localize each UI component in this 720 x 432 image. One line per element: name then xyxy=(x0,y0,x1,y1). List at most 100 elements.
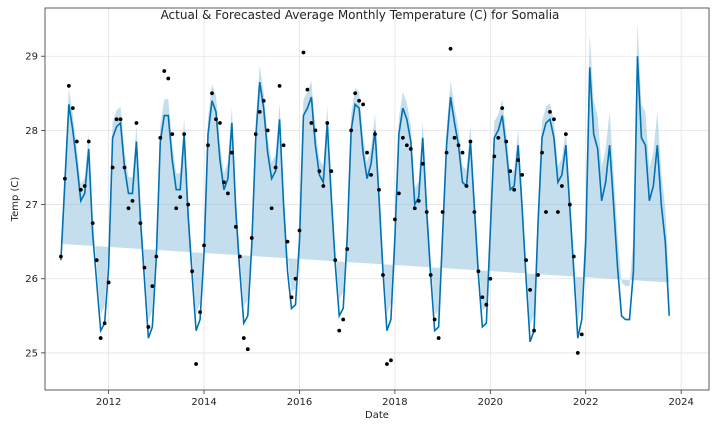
actual-point xyxy=(488,276,493,281)
actual-point xyxy=(524,258,529,263)
actual-point xyxy=(82,184,87,188)
x-tick-label: 2014 xyxy=(191,397,216,408)
actual-point xyxy=(452,135,457,140)
actual-point xyxy=(98,336,103,340)
actual-point xyxy=(361,102,365,107)
actual-point xyxy=(325,121,330,125)
actual-point xyxy=(289,295,294,300)
actual-point xyxy=(122,165,127,170)
actual-point xyxy=(333,258,338,263)
x-tick-label: 2018 xyxy=(382,397,407,408)
actual-point xyxy=(536,273,540,277)
actual-point xyxy=(579,332,584,337)
actual-point xyxy=(480,295,485,300)
actual-point xyxy=(229,150,234,155)
actual-point xyxy=(186,202,191,207)
actual-point xyxy=(448,46,453,51)
actual-point xyxy=(377,187,381,192)
actual-point xyxy=(154,254,159,259)
uncertainty-band xyxy=(60,22,670,326)
actual-point xyxy=(269,206,274,211)
y-tick-label: 29 xyxy=(25,52,38,63)
actual-point xyxy=(233,224,238,229)
plot-frame xyxy=(44,7,710,391)
actual-point xyxy=(504,139,509,144)
x-tick-label: 2024 xyxy=(668,397,693,408)
actual-point xyxy=(146,325,151,329)
actual-point xyxy=(62,176,67,181)
actual-point xyxy=(500,106,505,111)
actual-point xyxy=(309,121,314,125)
x-tick-label: 2022 xyxy=(573,397,598,408)
y-tick-label: 26 xyxy=(25,274,38,285)
actual-point xyxy=(218,121,222,125)
actual-point xyxy=(428,273,433,277)
actual-point xyxy=(556,210,560,214)
actual-point xyxy=(313,128,318,133)
forecast-line xyxy=(60,56,671,343)
actual-point xyxy=(178,195,183,200)
actual-point xyxy=(496,135,501,140)
actual-point xyxy=(265,128,270,133)
actual-point xyxy=(381,273,385,277)
actual-point xyxy=(130,198,135,203)
actual-point xyxy=(138,221,143,226)
actual-point xyxy=(106,280,111,285)
actual-point xyxy=(182,132,187,136)
actual-point xyxy=(385,362,389,366)
x-tick-label: 2020 xyxy=(478,397,503,408)
actual-point xyxy=(424,210,429,214)
actual-point xyxy=(357,98,362,103)
actual-point xyxy=(110,165,115,170)
actual-point xyxy=(353,91,358,96)
actual-point xyxy=(134,121,139,125)
actual-point xyxy=(241,336,246,340)
actual-point xyxy=(249,236,254,240)
actual-point xyxy=(90,221,95,226)
actual-point xyxy=(253,132,258,136)
actual-point xyxy=(297,228,302,233)
actual-point xyxy=(142,265,147,270)
actual-point xyxy=(464,184,469,188)
y-axis-label: Temp (C) xyxy=(10,177,21,223)
actual-point xyxy=(456,143,461,148)
actual-point xyxy=(559,184,564,188)
y-tick-label: 27 xyxy=(25,200,38,211)
actual-point xyxy=(202,243,206,248)
y-axis-ticks: 25 26 27 28 29 xyxy=(25,52,45,359)
chart-title: Actual & Forecasted Average Monthly Temp… xyxy=(161,8,560,22)
actual-point xyxy=(492,154,497,159)
actual-point xyxy=(166,76,171,81)
actual-point xyxy=(317,169,322,174)
y-tick-label: 25 xyxy=(25,348,38,359)
actual-point xyxy=(237,254,242,259)
actual-point xyxy=(440,210,445,214)
actual-point xyxy=(245,347,250,352)
actual-point xyxy=(476,269,481,274)
actual-point xyxy=(158,135,163,140)
actual-point xyxy=(392,217,397,222)
actual-point xyxy=(102,321,107,326)
actual-point xyxy=(301,50,306,55)
actual-point xyxy=(472,210,477,214)
actual-point xyxy=(512,187,517,192)
actual-point xyxy=(412,206,417,211)
actual-point xyxy=(126,206,131,211)
actual-point xyxy=(404,143,409,148)
y-tick-label: 28 xyxy=(25,126,38,137)
actual-point xyxy=(162,69,167,73)
actual-point xyxy=(432,317,437,322)
x-tick-label: 2012 xyxy=(96,397,121,408)
actual-point xyxy=(365,150,369,155)
actual-point xyxy=(277,83,282,88)
actual-point xyxy=(206,143,210,148)
actual-point xyxy=(396,191,401,196)
actual-point xyxy=(214,117,218,122)
actual-point xyxy=(575,351,580,355)
actual-point xyxy=(516,158,521,162)
actual-point xyxy=(548,109,552,114)
actual-point xyxy=(70,106,75,111)
actual-point xyxy=(552,117,556,122)
